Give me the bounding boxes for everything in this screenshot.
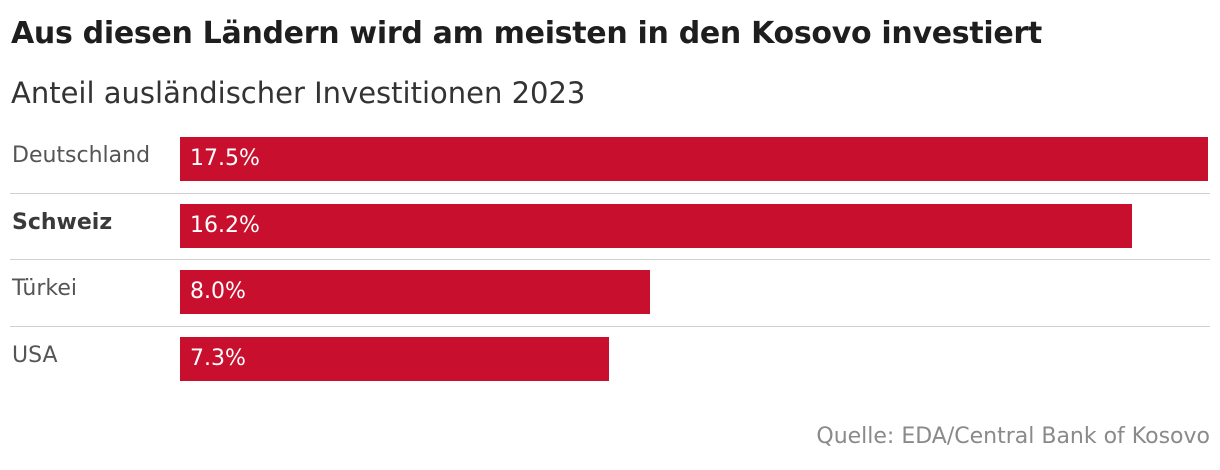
bar-value-label: 16.2% — [190, 212, 260, 238]
bar: 8.0% — [180, 270, 650, 314]
chart-subtitle: Anteil ausländischer Investitionen 2023 — [11, 76, 586, 110]
bar: 16.2% — [180, 203, 1132, 248]
row-divider — [10, 259, 1210, 260]
category-label: Schweiz — [12, 209, 113, 235]
bar: 7.3% — [180, 336, 609, 381]
bar-row-deutschland: Deutschland 17.5% — [0, 125, 1210, 191]
category-label: USA — [12, 342, 58, 368]
bar-value-label: 8.0% — [190, 279, 246, 304]
row-divider — [10, 192, 1210, 194]
bar-row-usa: USA 7.3% — [0, 325, 1210, 391]
category-label: Türkei — [12, 276, 78, 301]
bar: 17.5% — [180, 137, 1208, 181]
bar-row-türkei: Türkei 8.0% — [0, 258, 1210, 324]
row-divider — [10, 325, 1210, 327]
bar-chart: Deutschland 17.5% Schweiz 16.2% Türkei 8.0% US… — [0, 125, 1220, 400]
bar-row-schweiz: Schweiz 16.2% — [0, 192, 1210, 258]
chart-title: Aus diesen Ländern wird am meisten in de… — [11, 16, 1042, 51]
bar-value-label: 17.5% — [190, 146, 260, 171]
bar-value-label: 7.3% — [190, 345, 246, 371]
category-label: Deutschland — [12, 143, 151, 168]
source-note: Quelle: EDA/Central Bank of Kosovo — [816, 424, 1210, 449]
